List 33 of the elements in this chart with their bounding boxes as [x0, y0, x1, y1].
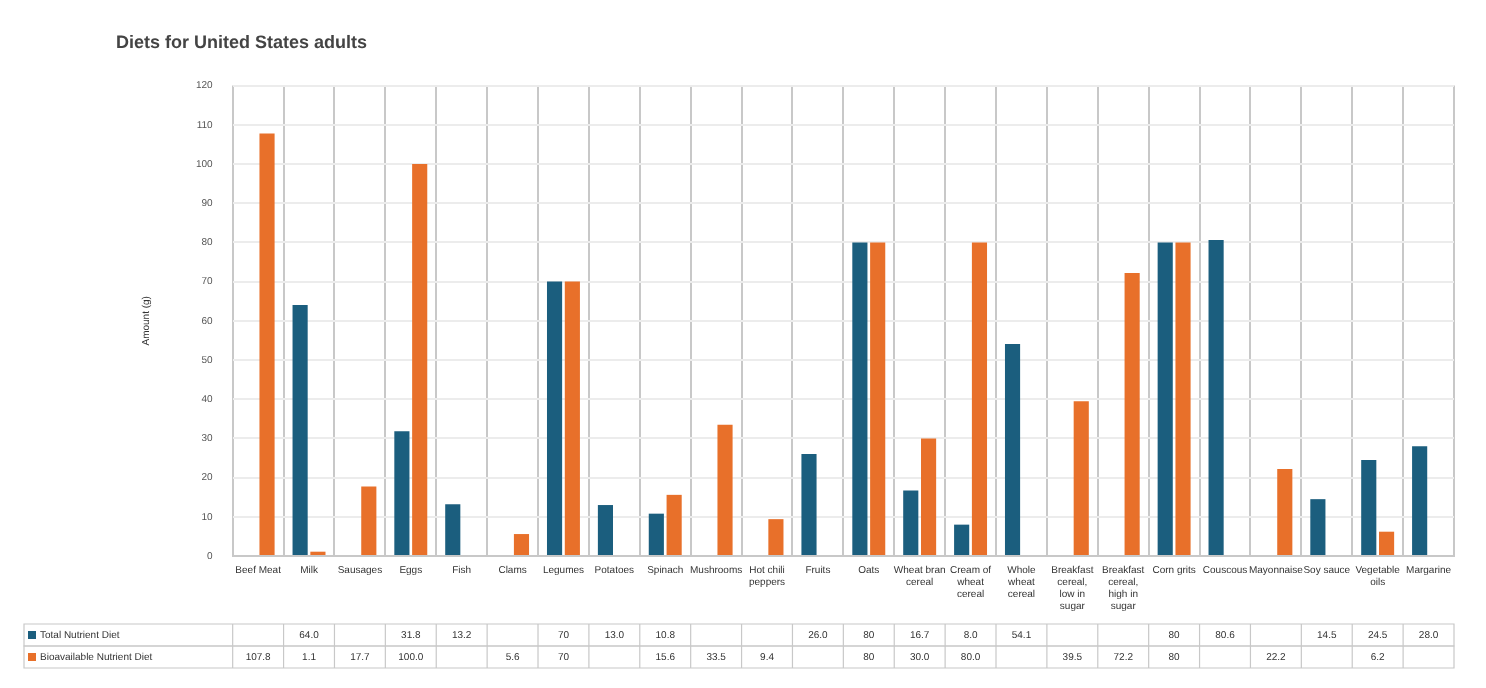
bar [412, 164, 428, 555]
bar [597, 505, 614, 555]
chart-title: Diets for United States adults [116, 31, 368, 52]
bar [1175, 242, 1191, 555]
bar [954, 524, 970, 555]
bar [394, 431, 410, 555]
bar [870, 242, 886, 555]
bar [361, 486, 377, 555]
bar [648, 513, 664, 555]
bar [1208, 240, 1224, 555]
bar [852, 242, 868, 555]
bar [666, 494, 682, 555]
bar [768, 519, 784, 555]
bar [801, 454, 817, 555]
bar [1412, 446, 1428, 555]
bar [971, 242, 988, 555]
bar [717, 424, 733, 555]
bar [513, 534, 530, 555]
bar [1361, 459, 1377, 555]
bar [564, 281, 580, 555]
bar [1073, 401, 1089, 555]
bar [1277, 468, 1293, 555]
bar [1310, 499, 1326, 555]
bar [259, 133, 275, 555]
bar [1157, 242, 1173, 555]
bar [903, 490, 919, 555]
bar [921, 438, 937, 555]
bar [1004, 343, 1021, 555]
bar [1379, 531, 1395, 555]
bar [546, 281, 563, 555]
bar [1124, 272, 1140, 555]
bar [445, 504, 461, 555]
bar [292, 305, 308, 555]
